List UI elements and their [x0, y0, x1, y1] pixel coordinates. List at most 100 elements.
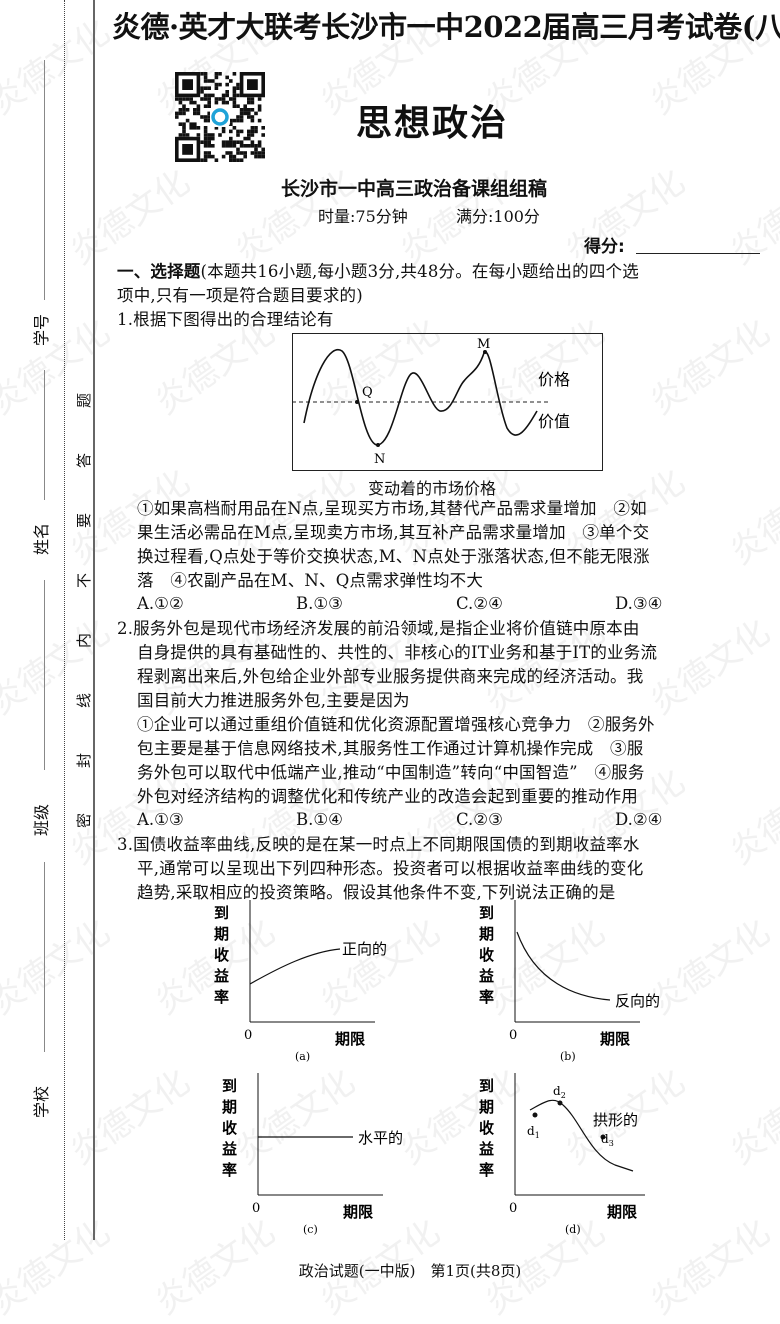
option-d: D.②④	[615, 810, 663, 829]
watermark: 炎德文化	[722, 761, 780, 873]
y-axis-label-char: 益	[214, 967, 229, 985]
watermark: 炎德文化	[0, 911, 118, 1023]
option-a: A.①②	[137, 594, 184, 613]
yield-curve-graph-d: 到期收益率 d1 d2 d3 拱形的 0 期限 (d)	[475, 1065, 675, 1240]
seal-notice-char: 要	[75, 512, 94, 529]
origin-label: 0	[509, 1028, 517, 1043]
yield-curve-graph-b: 到期收益率 反向的 0 期限 (b)	[475, 892, 675, 1067]
q2-statement-line: 外包对经济结构的调整优化和传统产业的改造会起到重要的推动作用	[137, 787, 638, 806]
field-line	[44, 60, 45, 300]
y-axis-label-char: 率	[214, 988, 229, 1006]
seal-notice-char: 答	[75, 452, 94, 469]
q2-stem-line: 国目前大力推进服务外包,主要是因为	[137, 691, 410, 710]
curve-label: 水平的	[358, 1129, 403, 1147]
seal-notice-char: 线	[75, 692, 94, 709]
curve-label: 拱形的	[593, 1111, 638, 1129]
yield-curve	[529, 1099, 634, 1172]
y-axis-label-char: 期	[479, 1098, 494, 1116]
student-id-label: 学号	[32, 313, 52, 347]
yield-curve-graph-a: 到期收益率 正向的 0 期限 (a)	[210, 892, 410, 1067]
q1-statement-line: 换过程看,Q点处于等价交换状态,M、N点处于涨落状态,但不能无限涨	[137, 547, 650, 566]
point-d1: d1	[527, 1124, 540, 1140]
curve-label: 正向的	[342, 940, 387, 958]
x-axis-label: 期限	[343, 1203, 373, 1221]
x-axis-label: 期限	[335, 1030, 365, 1048]
q2-stem-line: 程剥离出来后,外包给企业外部专业服务提供商来完成的经济活动。我	[137, 667, 644, 686]
y-axis-label-char: 益	[479, 1140, 494, 1158]
y-axis-label-char: 收	[479, 946, 494, 964]
y-axis-label-char: 到	[479, 904, 494, 922]
graph-tag: (a)	[295, 1050, 310, 1063]
compiler-line: 长沙市一中高三政治备课组组稿	[280, 178, 547, 200]
seal-notice-char: 不	[75, 572, 94, 589]
y-axis-label-char: 率	[222, 1161, 237, 1179]
q1-figure-caption: 变动着的市场价格	[368, 479, 497, 498]
score-field[interactable]	[636, 253, 760, 254]
option-b: B.①③	[296, 594, 343, 613]
watermark: 炎德文化	[722, 1061, 780, 1173]
point-d3: d3	[601, 1132, 614, 1148]
price-label: 价格	[538, 370, 570, 389]
q3-stem-line: 3.国债收益率曲线,反映的是在某一时点上不同期限国债的到期收益率水	[117, 835, 640, 854]
q1-figure: M Q N 价格 价值	[292, 333, 604, 477]
y-axis-label-char: 率	[479, 988, 494, 1006]
value-label: 价值	[538, 412, 570, 431]
seal-notice-char: 密	[75, 812, 94, 829]
score-label: 得分:	[584, 237, 625, 257]
class-field[interactable]	[44, 862, 45, 1052]
watermark: 炎德文化	[0, 311, 118, 423]
option-d: D.③④	[615, 594, 663, 613]
watermark: 炎德文化	[62, 1061, 198, 1173]
section-instructions: (本题共16小题,每小题3分,共48分。在每小题给出的四个选	[200, 262, 639, 281]
watermark: 炎德文化	[0, 11, 118, 123]
y-axis-label-char: 到	[214, 904, 229, 922]
y-axis-label-char: 收	[214, 946, 229, 964]
watermark: 炎德文化	[722, 461, 780, 573]
x-axis-label: 期限	[600, 1030, 630, 1048]
point-d2: d2	[553, 1084, 566, 1100]
q3-stem-line: 趋势,采取相应的投资策略。假设其他条件不变,下列说法正确的是	[137, 883, 616, 902]
seal-notice-char: 题	[75, 392, 94, 409]
subject-title: 思想政治	[356, 103, 509, 144]
graph-tag: (d)	[565, 1223, 581, 1236]
qr-code[interactable]	[174, 71, 265, 162]
time-limit: 时量:75分钟	[318, 207, 408, 226]
section-heading: 一、选择题(本题共16小题,每小题3分,共48分。在每小题给出的四个选	[117, 262, 639, 281]
seal-notice-char: 内	[75, 632, 94, 649]
watermark: 炎德文化	[0, 611, 118, 723]
q3-stem-line: 平,通常可以呈现出下列四种形态。投资者可以根据收益率曲线的变化	[137, 859, 644, 878]
option-c: C.②④	[456, 594, 503, 613]
full-score: 满分:100分	[456, 207, 540, 226]
origin-label: 0	[244, 1028, 252, 1043]
point-m: M	[477, 337, 490, 352]
q2-statement-line: ①企业可以通过重组价值链和优化资源配置增强核心竞争力 ②服务外	[137, 715, 655, 734]
name-label: 姓名	[32, 522, 52, 556]
point-n: N	[374, 452, 385, 467]
q1-statement-line: ①如果高档耐用品在N点,呈现买方市场,其替代产品需求量增加 ②如	[137, 499, 647, 518]
curve-label: 反向的	[615, 992, 660, 1010]
y-axis-label-char: 到	[479, 1077, 494, 1095]
option-c: C.②③	[456, 810, 503, 829]
option-a: A.①③	[137, 810, 184, 829]
q2-stem-line: 自身提供的具有基础性的、共性的、非核心的IT业务和基于IT的业务流	[137, 643, 658, 662]
name-field[interactable]	[44, 580, 45, 770]
q1-statement-line: 果生活必需品在M点,呈现卖方市场,其互补产品需求量增加 ③单个交	[137, 523, 650, 542]
page-footer: 政治试题(一中版) 第1页(共8页)	[298, 1262, 522, 1280]
yield-curve	[249, 948, 341, 985]
y-axis-label-char: 益	[222, 1140, 237, 1158]
x-axis-label: 期限	[607, 1203, 637, 1221]
y-axis-label-char: 收	[222, 1119, 237, 1137]
y-axis-label-char: 期	[479, 925, 494, 943]
section-heading-cont: 项中,只有一项是符合题目要求的)	[117, 286, 363, 305]
graph-tag: (b)	[560, 1050, 576, 1063]
student-id-field[interactable]	[44, 370, 45, 500]
q2-stem-line: 2.服务外包是现代市场经济发展的前沿领域,是指企业将价值链中原本由	[117, 619, 640, 638]
y-axis-label-char: 到	[222, 1077, 237, 1095]
y-axis-label-char: 期	[222, 1098, 237, 1116]
origin-label: 0	[509, 1201, 517, 1216]
seal-notice-char: 封	[75, 752, 94, 769]
q2-statement-line: 务外包可以取代中低端产业,推动“中国制造”转向“中国智造” ④服务	[137, 763, 645, 782]
price-curve	[303, 348, 538, 446]
q1-statement-line: 落 ④农副产品在M、N、Q点需求弹性均不大	[137, 571, 484, 590]
y-axis-label-char: 益	[479, 967, 494, 985]
